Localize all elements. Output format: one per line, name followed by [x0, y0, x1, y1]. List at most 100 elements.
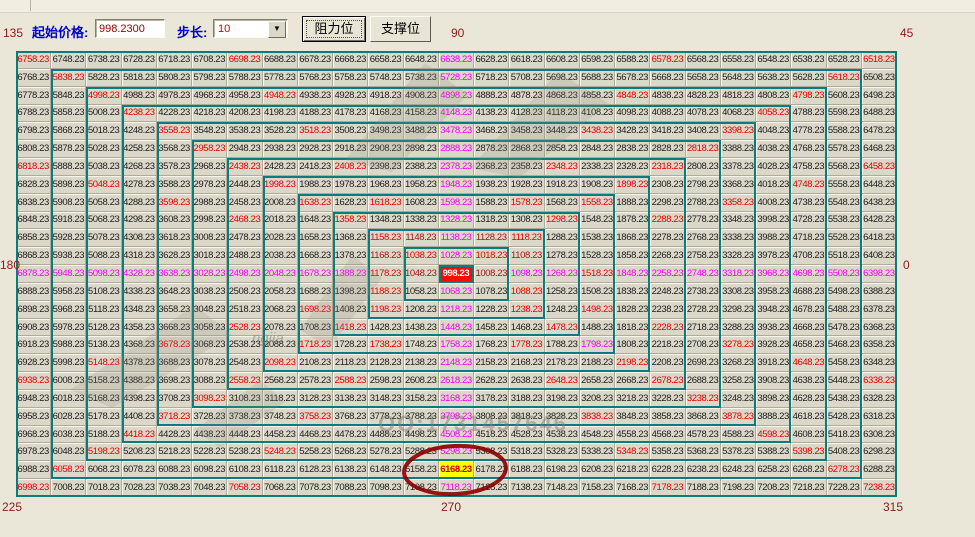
- grid-cell[interactable]: 1798.23: [579, 336, 616, 355]
- grid-cell[interactable]: 4518.23: [474, 425, 510, 444]
- grid-cell[interactable]: 3558.23: [156, 122, 193, 141]
- grid-cell[interactable]: 6708.23: [192, 51, 228, 69]
- grid-cell[interactable]: 6138.23: [333, 461, 369, 480]
- grid-cell[interactable]: 4978.23: [156, 86, 193, 105]
- grid-cell[interactable]: 2478.23: [227, 229, 263, 248]
- grid-cell[interactable]: 4928.23: [333, 86, 369, 105]
- grid-cell[interactable]: 3838.23: [579, 407, 616, 426]
- grid-cell[interactable]: 3728.23: [192, 407, 228, 426]
- grid-cell[interactable]: 5888.23: [51, 158, 87, 176]
- grid-cell[interactable]: 1318.23: [474, 211, 510, 230]
- grid-cell[interactable]: 4988.23: [121, 86, 157, 105]
- grid-cell[interactable]: 3108.23: [227, 389, 263, 408]
- grid-cell[interactable]: 5468.23: [826, 336, 862, 355]
- grid-cell[interactable]: 4638.23: [791, 372, 827, 390]
- grid-cell[interactable]: 2898.23: [403, 140, 439, 159]
- grid-cell[interactable]: 5208.23: [121, 443, 157, 462]
- grid-cell[interactable]: 7198.23: [720, 479, 757, 497]
- grid-cell[interactable]: 3018.23: [192, 247, 228, 266]
- grid-cell[interactable]: 3658.23: [156, 300, 193, 319]
- grid-cell[interactable]: 2128.23: [368, 354, 404, 373]
- grid-cell[interactable]: 6678.23: [297, 51, 334, 69]
- grid-cell[interactable]: 1608.23: [403, 193, 439, 212]
- grid-cell[interactable]: 6218.23: [615, 461, 651, 480]
- grid-cell[interactable]: 3928.23: [756, 336, 792, 355]
- grid-cell[interactable]: 6668.23: [333, 51, 369, 69]
- grid-cell[interactable]: 6578.23: [650, 51, 686, 69]
- grid-cell[interactable]: 6958.23: [16, 407, 52, 426]
- grid-cell[interactable]: 1018.23: [474, 247, 510, 266]
- grid-cell[interactable]: 4078.23: [685, 104, 721, 123]
- grid-cell[interactable]: 5358.23: [650, 443, 686, 462]
- grid-cell[interactable]: 4488.23: [368, 425, 404, 444]
- grid-cell[interactable]: 1298.23: [544, 211, 580, 230]
- grid-cell[interactable]: 5538.23: [826, 211, 862, 230]
- grid-cell[interactable]: 3828.23: [544, 407, 580, 426]
- grid-cell[interactable]: 6558.23: [720, 51, 757, 69]
- grid-cell[interactable]: 5558.23: [826, 175, 862, 194]
- grid-cell[interactable]: 1448.23: [438, 318, 475, 337]
- grid-cell[interactable]: 6518.23: [861, 51, 897, 69]
- grid-cell[interactable]: 1048.23: [403, 265, 439, 283]
- grid-cell[interactable]: 5578.23: [826, 140, 862, 159]
- grid-cell[interactable]: 5298.23: [438, 443, 475, 462]
- grid-cell[interactable]: 5898.23: [51, 175, 87, 194]
- grid-cell[interactable]: 7118.23: [438, 479, 475, 497]
- grid-cell[interactable]: 3678.23: [156, 336, 193, 355]
- grid-cell[interactable]: 4038.23: [756, 140, 792, 159]
- grid-cell[interactable]: 6598.23: [579, 51, 616, 69]
- grid-cell[interactable]: 7208.23: [756, 479, 792, 497]
- grid-cell[interactable]: 1568.23: [544, 193, 580, 212]
- grid-cell[interactable]: 4768.23: [791, 140, 827, 159]
- grid-cell[interactable]: 2218.23: [650, 336, 686, 355]
- grid-cell[interactable]: 5818.23: [121, 68, 157, 87]
- grid-cell[interactable]: 6418.23: [861, 229, 897, 248]
- grid-cell[interactable]: 3248.23: [720, 389, 757, 408]
- grid-cell[interactable]: 5768.23: [297, 68, 334, 87]
- grid-cell[interactable]: 3368.23: [720, 175, 757, 194]
- grid-cell[interactable]: 4918.23: [368, 86, 404, 105]
- grid-cell[interactable]: 5428.23: [826, 407, 862, 426]
- grid-cell[interactable]: 6838.23: [16, 193, 52, 212]
- grid-cell[interactable]: 6258.23: [756, 461, 792, 480]
- grid-cell[interactable]: 1388.23: [333, 265, 369, 283]
- grid-cell[interactable]: 6298.23: [861, 443, 897, 462]
- grid-cell[interactable]: 6768.23: [16, 68, 52, 87]
- grid-cell[interactable]: 3798.23: [438, 407, 475, 426]
- grid-cell[interactable]: 2528.23: [227, 318, 263, 337]
- grid-cell[interactable]: 2458.23: [227, 193, 263, 212]
- grid-cell[interactable]: 2358.23: [509, 158, 545, 176]
- grid-cell[interactable]: 1028.23: [438, 247, 475, 266]
- grid-cell[interactable]: 6908.23: [16, 318, 52, 337]
- grid-cell[interactable]: 1788.23: [544, 336, 580, 355]
- grid-cell[interactable]: 6688.23: [262, 51, 298, 69]
- grid-cell[interactable]: 6698.23: [227, 51, 263, 69]
- grid-cell[interactable]: 5138.23: [86, 336, 122, 355]
- grid-cell[interactable]: 4298.23: [121, 211, 157, 230]
- grid-cell[interactable]: 4088.23: [650, 104, 686, 123]
- grid-cell[interactable]: 1238.23: [509, 300, 545, 319]
- grid-cell[interactable]: 1258.23: [544, 282, 580, 301]
- grid-cell[interactable]: 6938.23: [16, 372, 52, 390]
- grid-cell[interactable]: 5348.23: [615, 443, 651, 462]
- grid-cell[interactable]: 3548.23: [192, 122, 228, 141]
- grid-cell[interactable]: 3378.23: [720, 158, 757, 176]
- grid-cell[interactable]: 2538.23: [227, 336, 263, 355]
- grid-cell[interactable]: 3578.23: [156, 158, 193, 176]
- grid-cell[interactable]: 1818.23: [615, 318, 651, 337]
- grid-cell[interactable]: 3768.23: [333, 407, 369, 426]
- grid-cell[interactable]: 2418.23: [297, 158, 334, 176]
- grid-cell[interactable]: 1348.23: [368, 211, 404, 230]
- grid-cell[interactable]: 1498.23: [579, 300, 616, 319]
- grid-cell[interactable]: 1078.23: [474, 282, 510, 301]
- grid-cell[interactable]: 4538.23: [544, 425, 580, 444]
- grid-cell[interactable]: 4138.23: [474, 104, 510, 123]
- grid-cell[interactable]: 1888.23: [615, 193, 651, 212]
- grid-cell[interactable]: 1038.23: [403, 247, 439, 266]
- grid-cell[interactable]: 2878.23: [474, 140, 510, 159]
- grid-cell[interactable]: 3958.23: [756, 282, 792, 301]
- grid-cell[interactable]: 2098.23: [262, 354, 298, 373]
- grid-cell[interactable]: 5858.23: [51, 104, 87, 123]
- grid-cell[interactable]: 6608.23: [544, 51, 580, 69]
- grid-cell[interactable]: 2708.23: [685, 336, 721, 355]
